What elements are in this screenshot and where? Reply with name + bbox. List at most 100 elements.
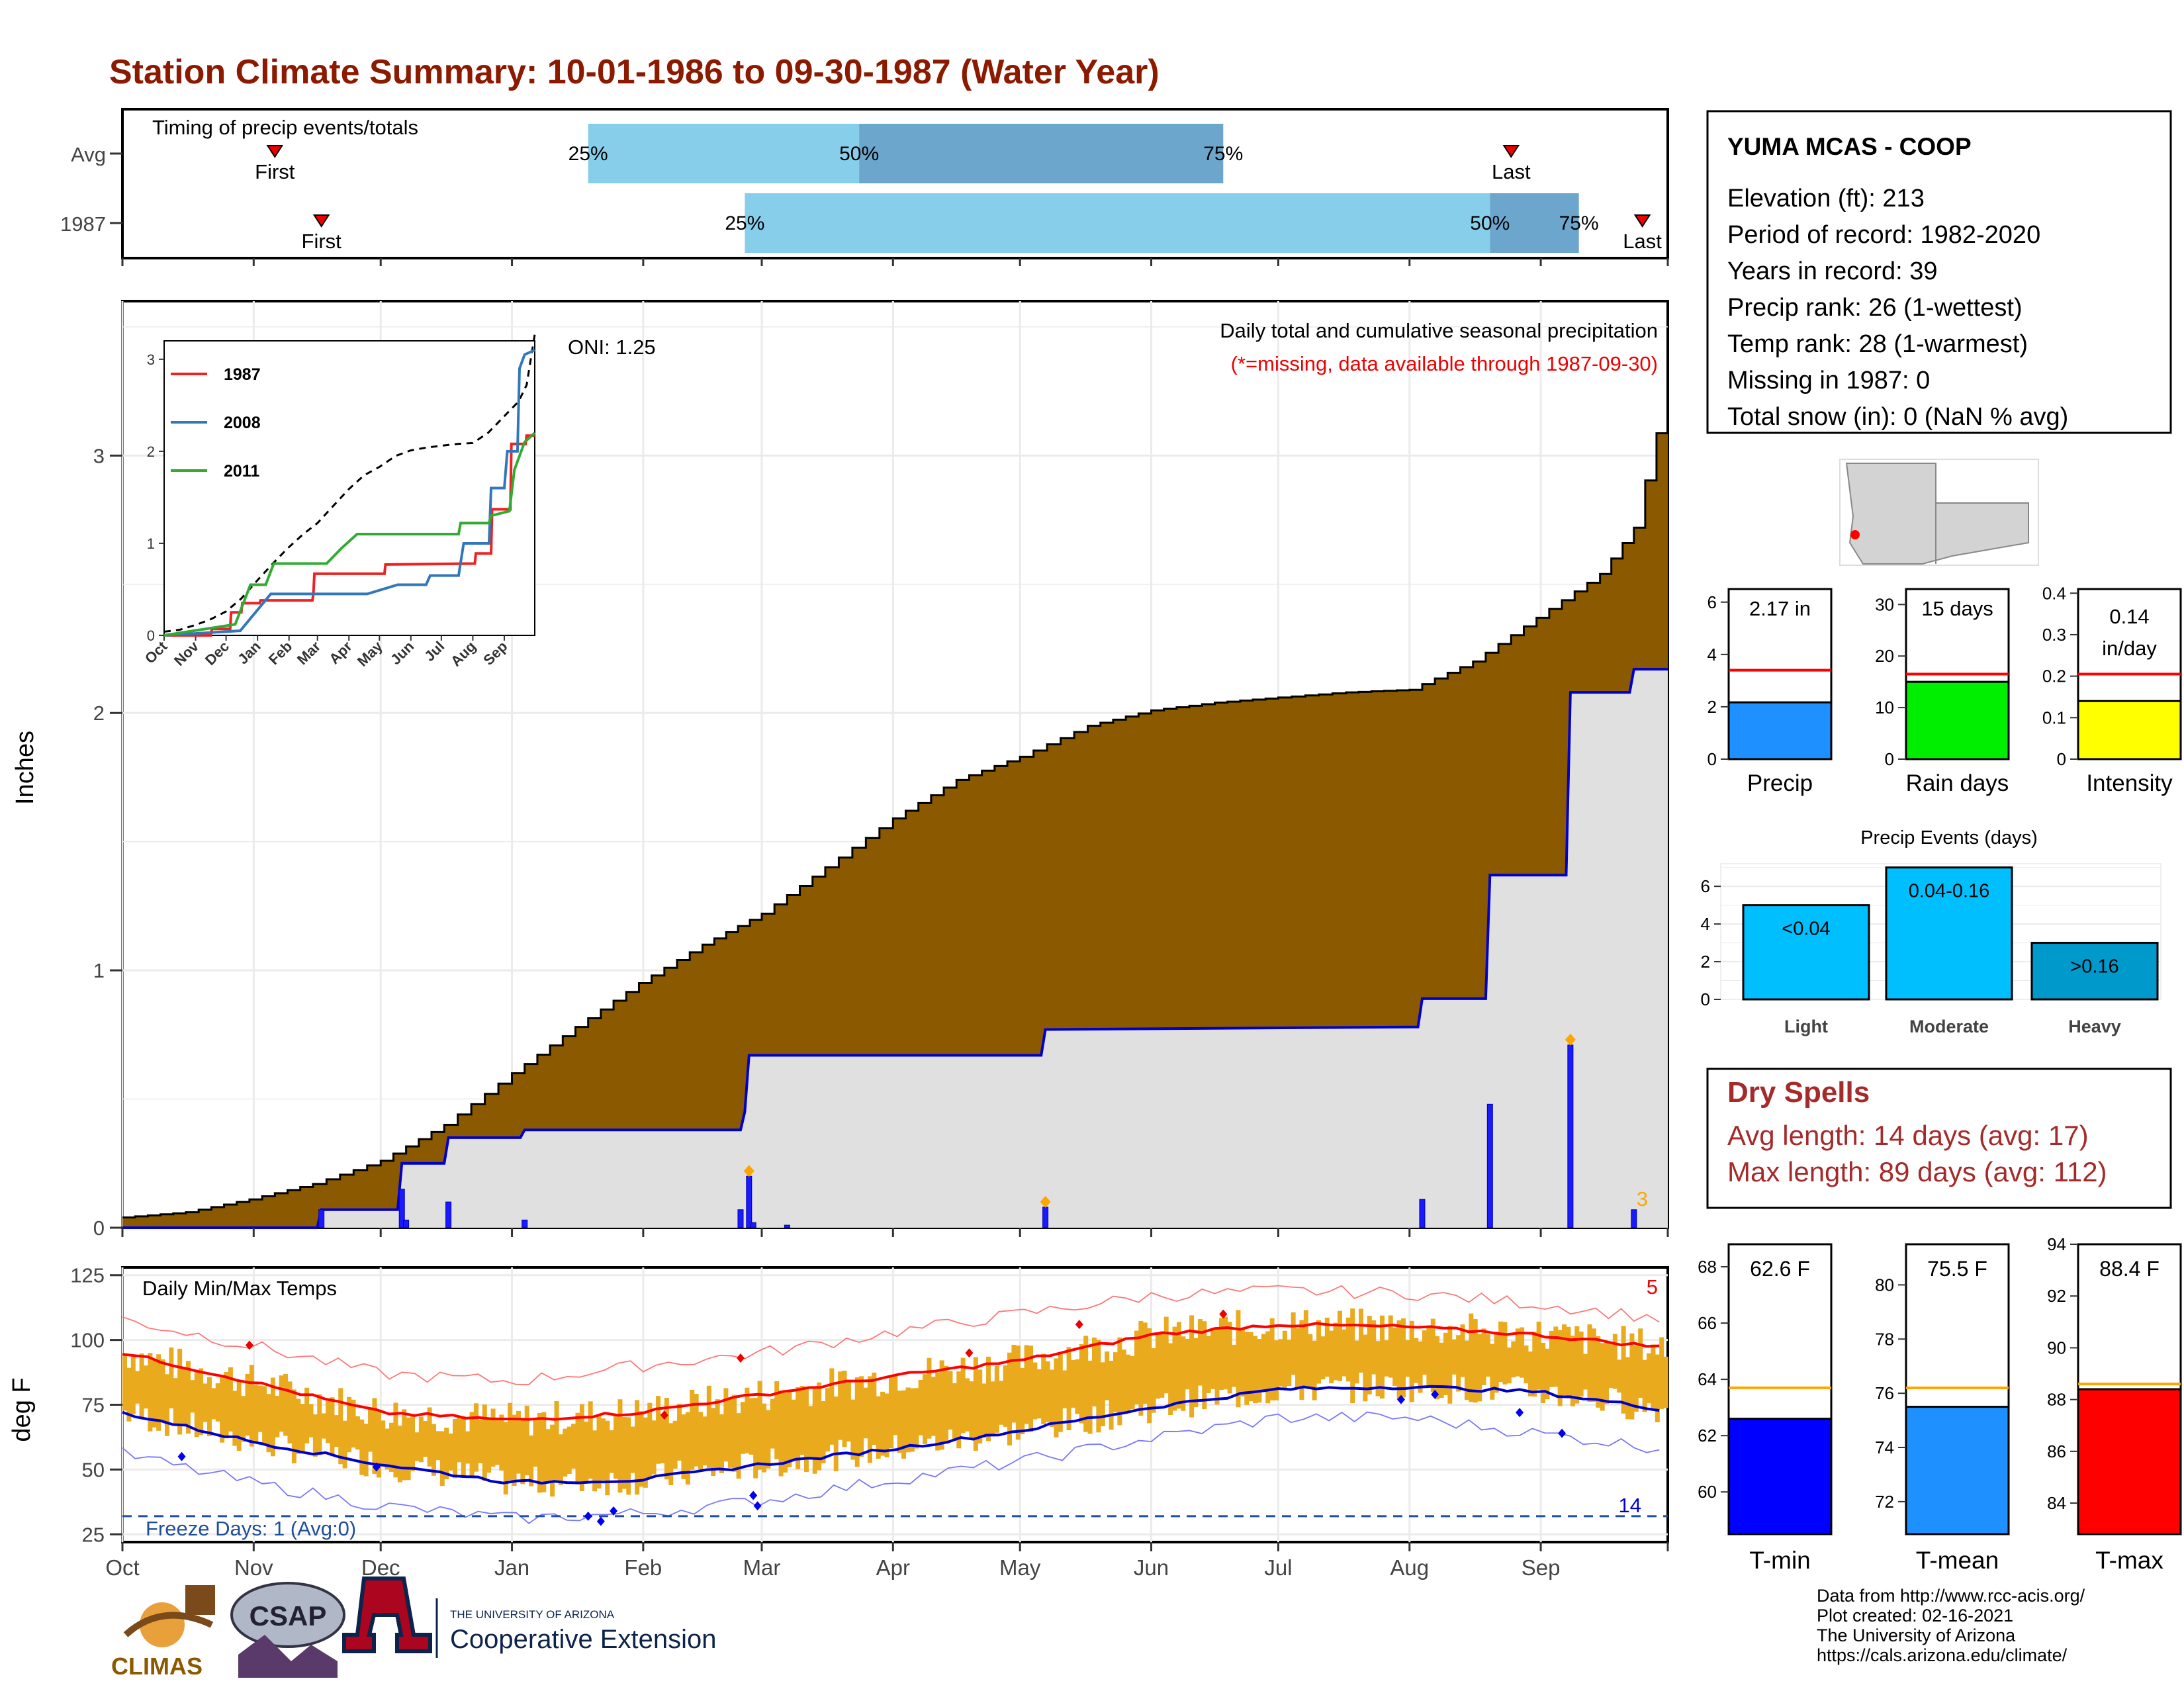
daily-temp-bar [1070, 1360, 1075, 1408]
daily-temp-bar [1342, 1329, 1347, 1377]
daily-temp-bar [338, 1388, 343, 1465]
month-label: Feb [624, 1555, 662, 1580]
events-y-tick-label: 6 [1701, 876, 1710, 896]
daily-temp-bar [1638, 1328, 1643, 1398]
avg-max-line [122, 1322, 1660, 1421]
daily-temp-bar [838, 1371, 843, 1440]
daily-temp-bar [690, 1389, 695, 1470]
station-info-line: Temp rank: 28 (1-warmest) [1727, 330, 2028, 358]
state-borders [1935, 463, 2028, 564]
timing-bar-50-75 [1490, 193, 1579, 253]
daily-temp-bar [757, 1381, 762, 1470]
temp-gauge-value-bar [2077, 1388, 2182, 1535]
daily-precip-bar [737, 1209, 744, 1228]
daily-temp-bar [927, 1357, 932, 1439]
precip-y-tick-label: 3 [93, 444, 105, 467]
daily-temp-bar [1011, 1344, 1017, 1423]
temp-y-tick-label: 125 [70, 1264, 105, 1287]
temp-gauge-tick-label: 84 [2047, 1493, 2066, 1513]
daily-temp-bar [478, 1420, 483, 1463]
station-location-marker [1850, 530, 1860, 539]
events-category-label: Moderate [1909, 1017, 1989, 1036]
daily-temp-bar [389, 1422, 394, 1472]
daily-temp-bar [224, 1372, 229, 1439]
daily-temp-bar [923, 1374, 928, 1444]
daily-temp-bar [1100, 1362, 1105, 1426]
daily-temp-bar [1396, 1320, 1402, 1400]
temp-gauge-tick-label: 64 [1698, 1369, 1717, 1389]
gauge-value-label: 0.14 [2109, 605, 2149, 628]
inset-y-tick-label: 1 [147, 535, 155, 552]
events-bar [1742, 904, 1870, 1001]
daily-temp-bar [1473, 1319, 1478, 1403]
daily-temp-bar [677, 1403, 682, 1461]
daily-temp-bar [130, 1357, 136, 1414]
daily-temp-bar [334, 1415, 339, 1447]
daily-temp-bar [1232, 1344, 1237, 1387]
record-low-diamond-icon [1558, 1428, 1567, 1438]
daily-temp-bar [1189, 1315, 1195, 1418]
daily-temp-bar [1147, 1328, 1152, 1424]
gauge-tick-label: 0.2 [2042, 666, 2066, 686]
daily-temp-bar [719, 1414, 725, 1473]
daily-temp-bar [1240, 1328, 1245, 1397]
gauge-value-bar [1905, 680, 2010, 760]
daily-temp-bar [321, 1413, 326, 1439]
daily-temp-bar [541, 1412, 547, 1492]
daily-precip-bar [1486, 1103, 1493, 1228]
daily-temp-bar [600, 1418, 606, 1481]
daily-temp-bar [1206, 1336, 1211, 1393]
daily-temp-bar [812, 1389, 817, 1474]
observed-cumulative-line [122, 668, 1668, 1229]
daily-temp-bar [694, 1394, 699, 1467]
daily-temp-bar [410, 1415, 416, 1471]
daily-temp-bar [1562, 1324, 1567, 1395]
daily-temp-bar [799, 1386, 805, 1455]
daily-temp-bar [423, 1420, 428, 1457]
daily-temp-bar [706, 1385, 711, 1468]
daily-temp-bar [545, 1429, 551, 1481]
daily-temp-bar [1197, 1319, 1203, 1386]
events-bar [1885, 866, 2013, 1001]
daily-temp-bar [1020, 1367, 1025, 1434]
daily-temp-bar [978, 1369, 983, 1443]
daily-temp-bar [1574, 1326, 1580, 1404]
daily-temp-bar [512, 1414, 517, 1486]
daily-temp-bar [1549, 1330, 1554, 1387]
daily-temp-bar [656, 1396, 661, 1464]
record-low-diamond-icon [610, 1506, 618, 1516]
daily-temp-bar [973, 1357, 978, 1451]
daily-temp-bar [308, 1404, 314, 1438]
daily-temp-bar [1405, 1340, 1410, 1377]
inset-y-tick-label: 0 [147, 627, 155, 644]
daily-temp-bar [228, 1367, 233, 1432]
timing-title: Timing of precip events/totals [152, 116, 418, 139]
daily-temp-bar [626, 1417, 631, 1495]
daily-temp-bar [948, 1371, 953, 1430]
climas-sun-icon [140, 1602, 185, 1647]
timing-pct-label: 50% [839, 143, 879, 165]
daily-temp-bar [727, 1398, 733, 1468]
daily-temp-bar [1600, 1343, 1605, 1411]
daily-temp-bar [1506, 1348, 1512, 1384]
daily-temp-bar [185, 1361, 191, 1434]
gauge-label: Rain days [1906, 770, 2009, 796]
daily-temp-bar [1142, 1322, 1148, 1404]
daily-temp-bar [567, 1426, 572, 1474]
daily-temp-bar [1527, 1351, 1533, 1396]
daily-temp-bar [143, 1365, 148, 1409]
daily-temp-bar [126, 1367, 132, 1422]
daily-temp-bar [418, 1416, 424, 1463]
daily-temp-bar [617, 1399, 623, 1493]
daily-temp-bar [635, 1400, 640, 1495]
daily-temp-bar [854, 1377, 860, 1467]
daily-temp-bar [1058, 1352, 1063, 1432]
daily-temp-bar [461, 1416, 466, 1479]
daily-temp-bar [1515, 1328, 1520, 1377]
daily-temp-bar [880, 1391, 886, 1456]
record-high-diamond-icon [965, 1348, 974, 1358]
daily-temp-bar [296, 1398, 301, 1454]
daily-temp-bar [1541, 1342, 1546, 1403]
csap-logo: CSAP [230, 1582, 345, 1678]
daily-temp-bar [1591, 1328, 1596, 1402]
